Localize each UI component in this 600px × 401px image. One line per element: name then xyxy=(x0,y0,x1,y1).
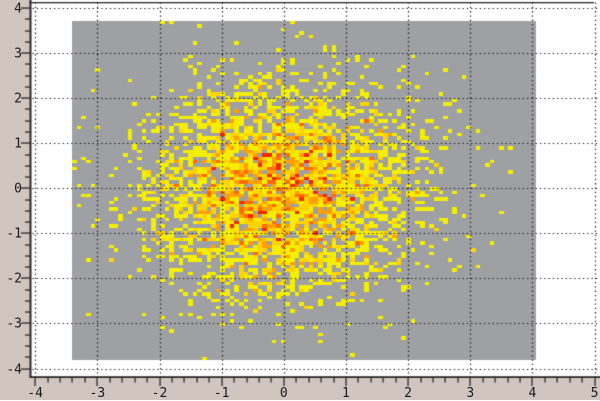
x-tick-label: 2 xyxy=(404,386,413,401)
y-tick-label: -2 xyxy=(6,271,22,287)
y-tick-label: -3 xyxy=(6,316,22,332)
y-tick-label: 3 xyxy=(14,46,22,62)
y-tick-label: 0 xyxy=(14,181,22,197)
x-tick-label: 1 xyxy=(342,386,350,401)
y-tick-label: -1 xyxy=(6,226,22,242)
x-tick-label: -3 xyxy=(89,386,106,401)
x-tick-label: -1 xyxy=(213,386,230,401)
y-tick-label: 1 xyxy=(14,136,22,152)
x-tick-label: -4 xyxy=(27,386,44,401)
y-tick-label: 4 xyxy=(14,1,22,17)
y-tick-label: -4 xyxy=(6,362,22,377)
x-tick-label: 0 xyxy=(279,386,288,401)
x-tick-label: 4 xyxy=(528,386,537,401)
x-tick-label: -2 xyxy=(151,386,168,401)
x-tick-label: 5 xyxy=(590,386,599,401)
y-tick-label: 2 xyxy=(14,91,22,107)
x-tick-label: 3 xyxy=(466,386,475,401)
